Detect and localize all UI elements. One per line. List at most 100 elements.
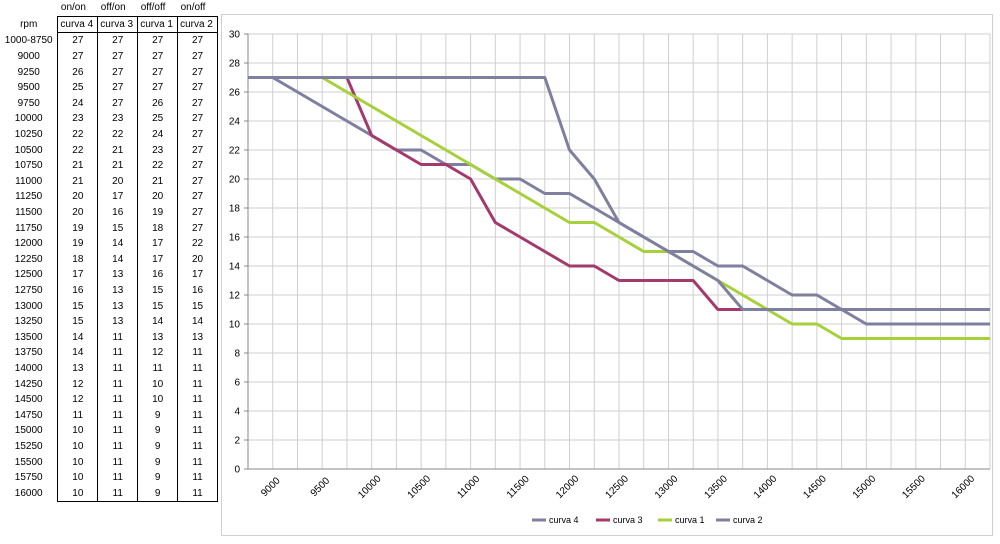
value-cell: 11 — [97, 345, 138, 361]
value-cell: 25 — [57, 79, 98, 96]
x-tick-label: 9000 — [259, 475, 283, 499]
value-cell: 14 — [97, 235, 138, 252]
table-row: 15250 10 11 9 11 — [0, 438, 218, 455]
x-tick-label: 12500 — [604, 473, 632, 501]
rpm-cell: 9750 — [17, 97, 40, 109]
value-cell: 21 — [57, 173, 98, 190]
legend-label: curva 3 — [613, 515, 643, 525]
value-cell: 11 — [177, 469, 218, 486]
value-cell: 14 — [97, 251, 138, 268]
value-cell: 16 — [97, 204, 138, 221]
value-cell: 17 — [177, 267, 218, 283]
y-tick-label: 14 — [229, 262, 241, 273]
value-cell: 11 — [57, 407, 98, 424]
value-cell: 10 — [137, 391, 178, 408]
y-tick-label: 16 — [229, 233, 241, 244]
value-cell: 11 — [97, 329, 138, 346]
value-cell: 13 — [97, 267, 138, 283]
value-cell: 18 — [137, 220, 178, 236]
y-tick-label: 12 — [229, 291, 241, 302]
table-row: 12750 16 13 15 16 — [0, 282, 218, 299]
curve-header: curva 4 — [57, 15, 98, 34]
value-cell: 22 — [57, 126, 98, 143]
value-cell: 9 — [137, 485, 178, 503]
table-row: 13500 14 11 13 13 — [0, 329, 218, 346]
value-cell: 11 — [97, 376, 138, 392]
rpm-cell: 14750 — [14, 409, 43, 421]
value-cell: 11 — [97, 423, 138, 439]
rpm-cell: 16000 — [14, 487, 43, 499]
value-cell: 9 — [137, 423, 178, 439]
value-cell: 10 — [57, 438, 98, 455]
rpm-cell: 15250 — [14, 440, 43, 452]
value-cell: 21 — [137, 173, 178, 190]
value-cell: 19 — [57, 220, 98, 236]
table-row: 1000-8750 27 27 27 27 — [0, 32, 218, 49]
rpm-cell: 10500 — [14, 144, 43, 156]
value-cell: 11 — [177, 454, 218, 470]
x-tick-label: 14500 — [801, 473, 829, 501]
curve-table: on/on off/on off/off on/off rpm curva 4 curva … — [0, 0, 218, 503]
table-row: 13000 15 13 15 15 — [0, 298, 218, 314]
value-cell: 15 — [177, 298, 218, 314]
rpm-cell: 13750 — [14, 347, 43, 359]
value-cell: 27 — [137, 32, 178, 49]
x-tick-label: 11000 — [455, 473, 482, 500]
value-cell: 27 — [137, 48, 178, 65]
y-tick-label: 24 — [229, 117, 241, 128]
header-row: rpm curva 4 curva 3 curva 1 curva 2 — [0, 15, 218, 34]
value-cell: 14 — [137, 313, 178, 330]
value-cell: 14 — [57, 329, 98, 346]
value-cell: 27 — [97, 32, 138, 49]
table-row: 9750 24 27 26 27 — [0, 95, 218, 112]
y-tick-label: 10 — [229, 320, 241, 331]
y-tick-label: 0 — [234, 465, 240, 476]
value-cell: 16 — [57, 282, 98, 299]
value-cell: 23 — [137, 142, 178, 158]
table-row: 10000 23 23 25 27 — [0, 111, 218, 127]
value-cell: 16 — [177, 282, 218, 299]
rpm-cell: 9500 — [17, 82, 40, 94]
mode-label: on/off — [180, 2, 206, 14]
mode-label: off/on — [100, 2, 126, 14]
table-row: 13250 15 13 14 14 — [0, 313, 218, 330]
curve-header: curva 2 — [177, 15, 218, 34]
rpm-cell: 11750 — [15, 222, 43, 234]
curve-header: curva 3 — [97, 15, 138, 34]
mode-row: on/on off/on off/off on/off — [0, 0, 218, 16]
value-cell: 24 — [57, 95, 98, 112]
value-cell: 21 — [97, 157, 138, 174]
rpm-cell: 12750 — [14, 284, 43, 296]
value-cell: 22 — [57, 142, 98, 158]
value-cell: 27 — [97, 64, 138, 80]
mode-label: off/off — [140, 2, 166, 14]
table-row: 12000 19 14 17 22 — [0, 235, 218, 252]
rpm-cell: 11000 — [15, 175, 43, 187]
value-cell: 27 — [177, 173, 218, 190]
value-cell: 15 — [137, 298, 178, 314]
value-cell: 12 — [57, 391, 98, 408]
rpm-cell: 13500 — [14, 331, 43, 343]
rpm-cell: 10250 — [14, 129, 43, 141]
value-cell: 20 — [137, 189, 178, 205]
legend-label: curva 1 — [675, 515, 705, 525]
value-cell: 26 — [57, 64, 98, 80]
y-tick-label: 20 — [229, 175, 241, 186]
table-row: 13750 14 11 12 11 — [0, 345, 218, 361]
value-cell: 9 — [137, 469, 178, 486]
blank-cell — [0, 0, 58, 16]
series-line-curva-1 — [248, 76, 990, 340]
rpm-cell: 11250 — [15, 191, 43, 203]
y-tick-label: 2 — [234, 436, 240, 447]
value-cell: 13 — [137, 329, 178, 346]
value-cell: 11 — [177, 407, 218, 424]
table-row: 15500 10 11 9 11 — [0, 454, 218, 470]
value-cell: 10 — [57, 423, 98, 439]
value-cell: 11 — [177, 376, 218, 392]
rpm-cell: 9250 — [17, 66, 40, 78]
value-cell: 27 — [177, 220, 218, 236]
curve-header: curva 1 — [137, 15, 178, 34]
value-cell: 22 — [97, 126, 138, 143]
mode-label: on/on — [60, 2, 86, 14]
value-cell: 18 — [57, 251, 98, 268]
